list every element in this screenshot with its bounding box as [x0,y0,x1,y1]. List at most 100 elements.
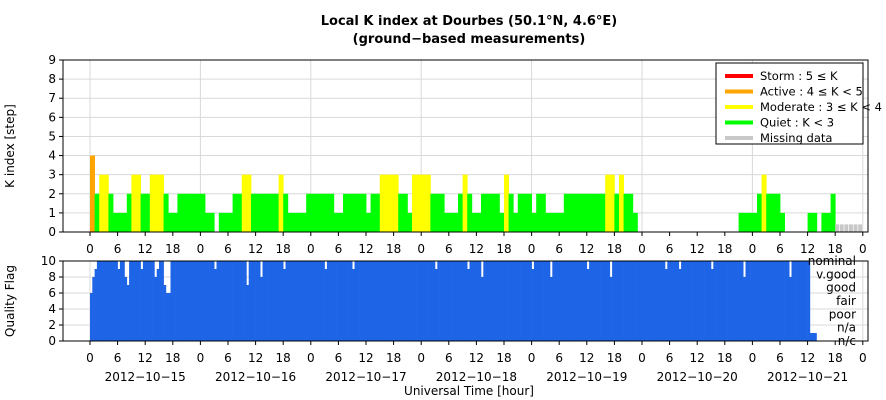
quality-bar [340,261,344,341]
quality-bar [485,261,489,341]
quality-bar [786,261,790,341]
k-index-bar [490,193,496,232]
quality-bar [94,269,98,341]
k-index-bar [761,174,767,232]
quality-bar [694,261,698,341]
quality-bar [646,261,650,341]
k-index-bar [99,174,105,232]
k-index-x-tick-label: 18 [496,242,511,256]
legend: Storm : 5 ≤ K Active : 4 ≤ K < 5Moderate … [715,62,882,145]
quality-bar [303,261,307,341]
k-index-bar [821,212,827,232]
quality-bar [269,261,272,341]
quality-bar [191,261,194,341]
k-index-bar [807,212,813,232]
quality-bar [209,261,213,341]
quality-x-tick-label: 18 [496,351,511,365]
quality-bar [119,261,123,341]
quality-bar [152,261,155,341]
quality-bar [101,261,105,341]
quality-level-label: fair [836,294,856,308]
quality-x-tick-label: 0 [86,351,94,365]
quality-y-tick-label: 8 [48,270,56,284]
quality-bar [349,261,353,341]
quality-bar [182,261,185,341]
k-index-y-tick-label: 6 [48,110,56,124]
quality-bar [711,269,714,341]
k-index-bar [274,193,279,232]
quality-bar [481,277,484,341]
k-index-bar [494,193,500,232]
quality-bar [522,261,525,341]
k-index-x-tick-label: 6 [335,242,343,256]
quality-bar [372,261,376,341]
k-index-bar [568,193,574,232]
k-index-x-tick-label: 12 [579,242,594,256]
quality-bar [117,269,121,341]
k-index-bar [237,193,243,232]
k-index-bar [517,193,523,232]
quality-bar [248,261,252,341]
quality-bar [487,261,491,341]
k-index-bar [531,212,537,232]
quality-bar [494,261,498,341]
quality-bar [299,261,302,341]
quality-bar [313,261,316,341]
quality-bar [308,261,312,341]
quality-bar [469,261,473,341]
k-index-x-tick-label: 12 [138,242,153,256]
k-index-bar [536,193,542,232]
k-index-bar [550,212,555,232]
k-index-bar [264,193,270,232]
k-index-bar [306,193,312,232]
k-index-x-tick-label: 0 [197,242,205,256]
quality-bar [561,261,565,341]
quality-bar [619,261,622,341]
k-index-bar [389,174,394,232]
missing-data-bar [849,224,853,232]
k-index-x-tick-label: 18 [386,242,401,256]
k-index-x-tick-label: 0 [307,242,315,256]
quality-bar [389,261,392,341]
quality-bar [359,261,362,341]
quality-bar [630,261,634,341]
k-index-bar [278,174,284,232]
quality-bar [126,285,130,341]
k-index-bar [347,193,353,232]
quality-bar [740,261,744,341]
quality-x-tick-label: 12 [469,351,484,365]
quality-bar [462,261,466,341]
quality-bar [271,261,275,341]
quality-bar [589,261,592,341]
quality-bar [644,261,647,341]
k-index-bar [200,193,206,232]
k-index-x-tick-label: 18 [165,242,180,256]
quality-bar [262,261,266,341]
quality-bar [336,261,339,341]
quality-bar [437,261,440,341]
k-index-bar [448,212,454,232]
quality-bar [322,261,325,341]
k-index-bar [619,174,624,232]
quality-bar [738,261,742,341]
quality-bar [529,261,532,341]
quality-bar [356,261,360,341]
k-index-bar [338,212,344,232]
quality-bar [780,261,783,341]
k-index-frame [62,59,869,233]
quality-bar [699,261,703,341]
k-index-x-tick-label: 18 [276,242,291,256]
k-index-bar [780,212,785,232]
quality-bar [326,261,330,341]
quality-bar [474,261,477,341]
quality-x-tick-label: 6 [666,351,674,365]
quality-x-tick-label: 18 [717,351,732,365]
k-index-bar [168,212,174,232]
quality-bar [467,269,470,341]
k-index-y-tick-label: 0 [48,225,56,239]
missing-data-bar [835,224,840,232]
k-index-bar [186,193,192,232]
k-index-y-tick-label: 9 [48,53,56,67]
quality-bar [384,261,387,341]
quality-bar [195,261,199,341]
